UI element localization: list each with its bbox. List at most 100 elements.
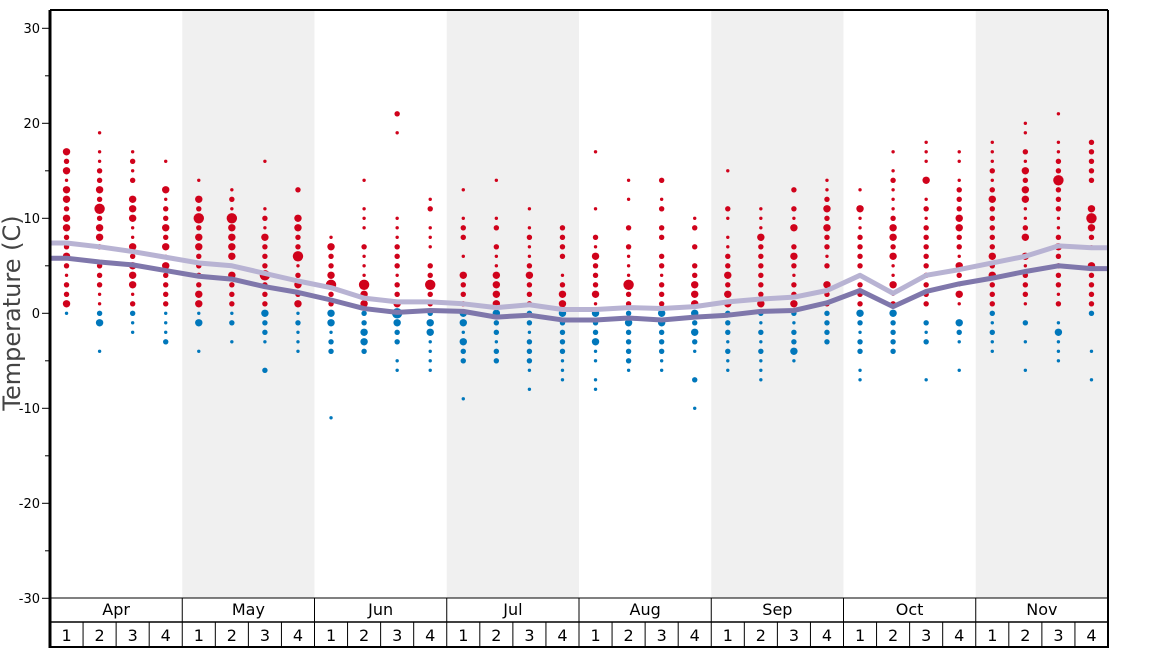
dot-cold (725, 320, 731, 326)
y-tick-label: -10 (19, 402, 40, 417)
dot-cold (527, 368, 532, 372)
dot-warm (296, 264, 300, 268)
dot-warm (130, 235, 135, 239)
dot-warm (955, 224, 963, 232)
dot-warm (891, 150, 895, 154)
dot-warm (262, 215, 268, 221)
dot-warm (1055, 196, 1062, 202)
dot-warm (128, 205, 137, 213)
dot-cold (163, 339, 169, 345)
dot-warm (95, 233, 104, 241)
dot-warm (658, 282, 665, 288)
dot-warm (957, 178, 961, 182)
dot-cold (461, 397, 465, 401)
y-tick-label: 10 (23, 212, 40, 227)
dot-cold (262, 329, 268, 335)
dot-warm (526, 263, 533, 269)
dot-cold (658, 329, 665, 335)
dot-cold (526, 348, 533, 354)
dot-warm (195, 233, 203, 241)
dot-warm (891, 197, 895, 201)
dot-cold (394, 339, 400, 345)
dot-cold (130, 330, 135, 334)
dot-warm (559, 244, 566, 250)
dot-warm (693, 216, 697, 220)
dot-warm (62, 195, 71, 203)
dot-warm (625, 244, 632, 250)
dot-warm (1021, 186, 1030, 194)
y-tick-label: 0 (32, 307, 40, 322)
dot-warm (1053, 175, 1064, 186)
week-label: 3 (524, 626, 534, 645)
dot-warm (989, 206, 995, 212)
dot-warm (527, 207, 532, 211)
dot-warm (989, 215, 995, 221)
week-label: 1 (987, 626, 997, 645)
dot-cold (229, 320, 235, 326)
dot-warm (164, 159, 168, 163)
dot-warm (725, 282, 731, 288)
dot-warm (427, 206, 433, 212)
dot-warm (592, 272, 599, 278)
dot-warm (759, 216, 763, 220)
dot-warm (956, 234, 962, 240)
dot-cold (824, 310, 830, 316)
dot-warm (526, 282, 533, 288)
week-label: 1 (590, 626, 600, 645)
dot-warm (460, 225, 466, 231)
dot-cold (691, 328, 699, 336)
dot-cold (493, 329, 500, 335)
dot-cold (195, 319, 203, 327)
dot-cold (328, 348, 334, 354)
dot-cold (1088, 310, 1095, 316)
dot-warm (558, 300, 567, 308)
dot-warm (559, 282, 566, 288)
dot-cold (759, 340, 763, 344)
dot-warm (758, 282, 764, 288)
dot-warm (230, 188, 234, 192)
dot-warm (726, 235, 730, 239)
dot-warm (295, 234, 301, 240)
week-label: 1 (194, 626, 204, 645)
dot-cold (64, 311, 69, 315)
dot-warm (428, 235, 432, 239)
dot-warm (459, 271, 467, 279)
dot-cold (328, 339, 334, 345)
dot-warm (889, 281, 897, 289)
dot-warm (97, 150, 102, 154)
dot-cold (296, 311, 300, 315)
dot-warm (263, 159, 267, 163)
dot-warm (791, 187, 797, 193)
dot-cold (657, 309, 666, 317)
dot-warm (196, 253, 202, 259)
week-label: 4 (425, 626, 435, 645)
dot-warm (759, 207, 763, 211)
dot-warm (1023, 121, 1028, 126)
dot-warm (825, 188, 829, 192)
dot-warm (327, 243, 335, 251)
dot-warm (990, 140, 994, 144)
dot-warm (1056, 112, 1061, 116)
dot-cold (858, 330, 862, 334)
dot-cold (96, 310, 103, 316)
dot-warm (791, 263, 797, 269)
dot-warm (294, 214, 302, 222)
dot-warm (395, 216, 399, 220)
dot-cold (693, 349, 697, 353)
dot-warm (1022, 225, 1029, 231)
dot-cold (395, 359, 399, 363)
dot-warm (1021, 195, 1030, 203)
dot-warm (989, 168, 995, 174)
dot-cold (296, 330, 300, 334)
dot-warm (957, 254, 961, 258)
dot-warm (62, 300, 71, 308)
dot-warm (923, 225, 929, 231)
week-label: 3 (392, 626, 402, 645)
month-label-jun: Jun (367, 600, 393, 619)
dot-cold (428, 359, 432, 363)
y-tick-label: 30 (23, 22, 40, 37)
dot-warm (527, 226, 532, 230)
dot-warm (658, 253, 665, 259)
dot-warm (923, 206, 929, 212)
dot-cold (428, 340, 432, 344)
